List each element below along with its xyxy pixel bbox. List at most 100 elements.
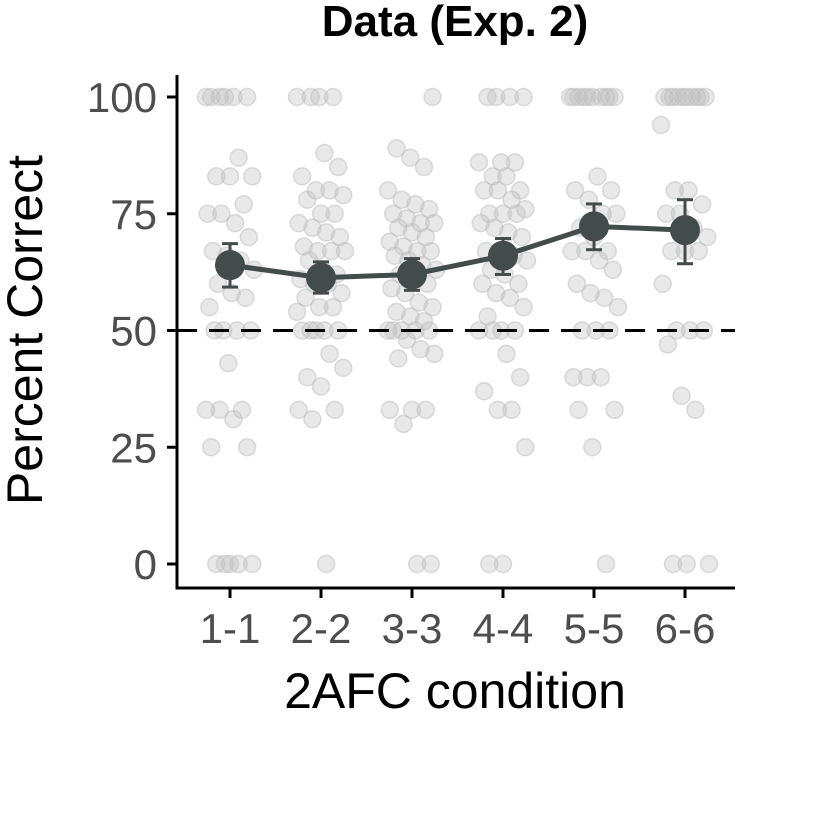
y-tick-label: 25 <box>110 424 157 471</box>
raw-point <box>595 288 614 308</box>
raw-point <box>207 167 226 186</box>
raw-point <box>480 554 499 574</box>
raw-point <box>219 353 238 373</box>
raw-point <box>207 554 226 574</box>
raw-point <box>655 87 674 107</box>
raw-point <box>224 409 243 429</box>
raw-point <box>320 181 339 200</box>
x-axis-ticks: 1-1 2-2 3-3 4-4 5-5 6-6 <box>200 588 716 652</box>
mean-series <box>215 198 700 295</box>
raw-point <box>294 237 314 256</box>
raw-point <box>471 213 490 233</box>
y-axis-ticks: 0 25 50 75 100 <box>87 74 177 588</box>
raw-point <box>596 87 616 107</box>
raw-point <box>401 148 420 167</box>
raw-point <box>322 241 341 261</box>
raw-point <box>421 554 441 574</box>
raw-point <box>699 554 719 574</box>
raw-point <box>298 367 317 387</box>
raw-point <box>516 199 535 219</box>
raw-point <box>406 195 425 214</box>
raw-point <box>473 274 492 294</box>
raw-point <box>323 87 343 107</box>
x-tick-label: 5-5 <box>564 605 625 652</box>
raw-point <box>603 260 623 280</box>
mean-point <box>488 240 518 271</box>
raw-point <box>514 87 533 107</box>
raw-point <box>509 274 528 294</box>
raw-point <box>469 153 489 172</box>
raw-point <box>574 87 593 107</box>
x-axis-title: 2AFC condition <box>284 663 626 719</box>
x-tick-label: 3-3 <box>382 605 443 652</box>
raw-point <box>662 241 681 261</box>
raw-point <box>516 438 535 457</box>
raw-point <box>237 87 257 107</box>
raw-point <box>601 181 621 200</box>
raw-point <box>332 283 351 303</box>
raw-point <box>243 554 262 574</box>
raw-point <box>421 241 441 261</box>
raw-point <box>220 554 240 574</box>
x-tick-label: 1-1 <box>200 605 261 652</box>
raw-point <box>311 204 331 223</box>
raw-point <box>289 213 308 233</box>
raw-point <box>608 297 628 317</box>
raw-point <box>414 157 434 177</box>
raw-point <box>392 190 411 209</box>
mean-line <box>229 223 686 281</box>
raw-point <box>497 344 516 364</box>
raw-point <box>483 167 502 186</box>
raw-point <box>334 358 353 378</box>
raw-point <box>411 339 430 359</box>
x-tick-label: 6-6 <box>655 605 716 652</box>
raw-point <box>236 288 255 308</box>
raw-point <box>203 241 223 261</box>
raw-point <box>416 400 435 420</box>
raw-point <box>239 227 259 247</box>
raw-point <box>196 87 216 107</box>
raw-point <box>383 204 403 223</box>
y-tick-label: 75 <box>110 191 157 238</box>
raw-point <box>402 223 422 242</box>
raw-point <box>653 274 672 294</box>
raw-point <box>514 297 533 317</box>
raw-point <box>698 227 717 247</box>
raw-point <box>492 153 511 172</box>
raw-point <box>500 87 520 107</box>
raw-point <box>289 400 308 420</box>
raw-point <box>323 297 343 317</box>
raw-point <box>215 87 235 107</box>
raw-point <box>478 87 497 107</box>
raw-point <box>315 143 334 163</box>
raw-point <box>409 293 429 312</box>
raw-point <box>389 218 408 238</box>
raw-point <box>665 181 684 200</box>
raw-point <box>385 246 405 266</box>
y-tick-label: 100 <box>87 74 157 121</box>
raw-point <box>486 283 506 303</box>
raw-point <box>686 400 705 420</box>
raw-point <box>663 554 683 574</box>
raw-point <box>330 227 350 247</box>
raw-point <box>485 218 504 238</box>
raw-point <box>222 283 241 303</box>
raw-point <box>583 438 602 457</box>
raw-point <box>651 115 671 135</box>
raw-point <box>510 367 530 387</box>
raw-point <box>298 190 317 209</box>
raw-point <box>488 181 508 200</box>
raw-point <box>562 241 581 261</box>
raw-point <box>416 227 435 247</box>
raw-point <box>325 400 344 420</box>
y-tick-label: 0 <box>134 541 157 588</box>
raw-point <box>335 241 355 261</box>
y-tick-label: 50 <box>110 308 157 355</box>
raw-point <box>517 251 537 270</box>
raw-point <box>210 400 229 420</box>
raw-point <box>569 400 588 420</box>
raw-point <box>658 335 678 354</box>
raw-point <box>474 381 494 401</box>
raw-point <box>382 279 401 298</box>
